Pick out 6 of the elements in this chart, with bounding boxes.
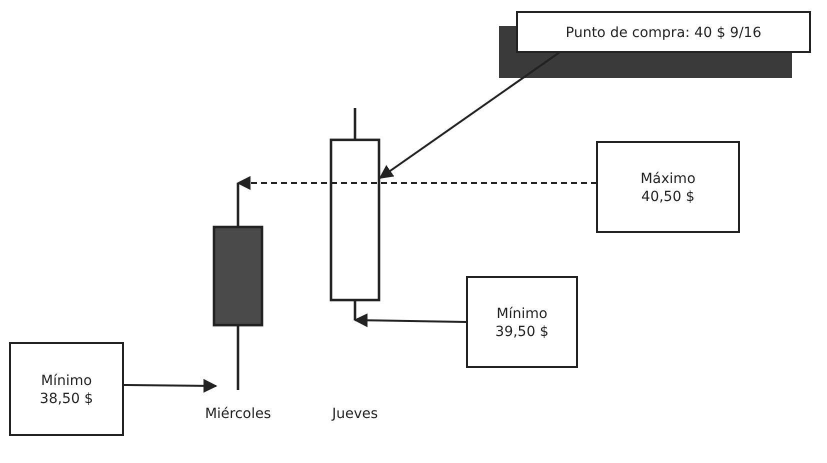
ref-line-label: Máximo 40,50 $ [640, 171, 696, 205]
x-tick-label: Miércoles [204, 406, 272, 422]
text: Mínimo 39,50 $ [495, 306, 549, 340]
text: Mínimo 38,50 $ [40, 373, 94, 407]
x-tick-label: Jueves [331, 406, 378, 422]
text: Punto de compra: 40 $ 9/16 [566, 25, 762, 41]
